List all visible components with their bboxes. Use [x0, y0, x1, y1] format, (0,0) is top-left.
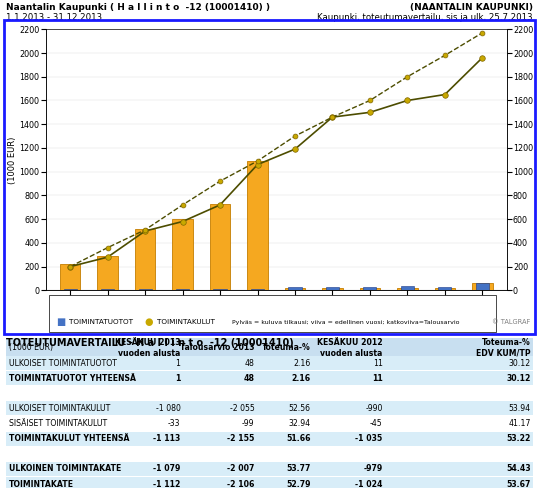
Text: Toteuma-%
EDV KUM/TP: Toteuma-% EDV KUM/TP [476, 338, 531, 358]
Bar [139, 288, 151, 290]
Bar [288, 287, 301, 290]
Text: ULKOISET TOIMINTATUOTOT: ULKOISET TOIMINTATUOTOT [9, 359, 116, 367]
Text: 30.12: 30.12 [509, 359, 531, 367]
Text: Toteuma-%: Toteuma-% [262, 344, 310, 352]
Text: 1.1.2013 - 31.12.2013: 1.1.2013 - 31.12.2013 [6, 13, 102, 21]
Text: 11: 11 [372, 374, 383, 383]
Text: -2 106: -2 106 [227, 480, 254, 488]
Text: -99: -99 [242, 419, 254, 428]
Bar [135, 229, 155, 290]
Text: 54.43: 54.43 [506, 465, 531, 473]
Text: -990: -990 [365, 404, 383, 413]
Bar [247, 161, 268, 290]
Text: KESÄKUU 2013
vuoden alusta: KESÄKUU 2013 vuoden alusta [115, 338, 181, 358]
Bar [401, 286, 414, 290]
Bar [210, 203, 230, 290]
Text: TOIMINTATUOTOT: TOIMINTATUOTOT [69, 319, 133, 325]
Text: -2 055: -2 055 [230, 404, 254, 413]
Bar [472, 283, 493, 290]
Text: SISÄISET TOIMINTAKULUT: SISÄISET TOIMINTAKULUT [9, 419, 107, 428]
Bar [322, 288, 343, 290]
Bar [101, 288, 114, 290]
Text: TOIMINTAKATE: TOIMINTAKATE [9, 480, 74, 488]
Bar [172, 219, 193, 290]
Text: 52.56: 52.56 [288, 404, 310, 413]
Bar [60, 264, 80, 290]
Text: TOIMINTAKULUT: TOIMINTAKULUT [157, 319, 215, 325]
Text: Naantalin Kaupunki ( H a l l i n t o  -12 (10001410) ): Naantalin Kaupunki ( H a l l i n t o -12… [6, 3, 271, 12]
Text: 48: 48 [245, 359, 254, 367]
Text: KESÄKUU 2012
vuoden alusta: KESÄKUU 2012 vuoden alusta [317, 338, 383, 358]
Text: 2.16: 2.16 [293, 359, 310, 367]
Text: 53.77: 53.77 [286, 465, 310, 473]
Text: ■: ■ [57, 317, 66, 327]
Text: -1 024: -1 024 [355, 480, 383, 488]
Text: Kaupunki, toteutumavertailu, sis ja ulk, 25.7.2013: Kaupunki, toteutumavertailu, sis ja ulk,… [317, 13, 533, 21]
Bar [285, 288, 305, 290]
Text: TOIMINTAKULUT YHTEENSÄ: TOIMINTAKULUT YHTEENSÄ [9, 434, 129, 443]
Bar [213, 288, 226, 290]
Text: 11: 11 [372, 359, 383, 367]
Bar [363, 287, 376, 290]
Bar [64, 288, 77, 290]
Text: 30.12: 30.12 [507, 374, 531, 383]
Text: -2 155: -2 155 [227, 434, 254, 443]
Text: (NAANTALIN KAUPUNKI): (NAANTALIN KAUPUNKI) [410, 3, 533, 12]
Text: -979: -979 [363, 465, 383, 473]
Text: 48: 48 [244, 374, 254, 383]
Bar [397, 288, 418, 290]
Bar [326, 287, 339, 290]
Text: -1 112: -1 112 [153, 480, 181, 488]
Y-axis label: (1000 EUR): (1000 EUR) [8, 136, 17, 183]
Text: 1: 1 [175, 374, 181, 383]
Text: -1 080: -1 080 [156, 404, 181, 413]
Text: 41.17: 41.17 [508, 419, 531, 428]
Text: ULKOISET TOIMINTAKULUT: ULKOISET TOIMINTAKULUT [9, 404, 110, 413]
Text: -1 035: -1 035 [355, 434, 383, 443]
Text: -33: -33 [168, 419, 181, 428]
Text: -2 007: -2 007 [227, 465, 254, 473]
Text: ●: ● [144, 317, 153, 327]
Text: 2.16: 2.16 [292, 374, 310, 383]
Bar [360, 288, 380, 290]
Text: 53.67: 53.67 [507, 480, 531, 488]
Text: -1 079: -1 079 [153, 465, 181, 473]
Text: (1000 EUR): (1000 EUR) [9, 344, 53, 352]
Text: 32.94: 32.94 [288, 419, 310, 428]
Bar [438, 287, 451, 290]
Text: 1: 1 [176, 359, 181, 367]
Text: ULKOINEN TOIMINTAKATE: ULKOINEN TOIMINTAKATE [9, 465, 121, 473]
Text: -1 113: -1 113 [153, 434, 181, 443]
Bar [98, 256, 118, 290]
Text: Pylväs = kuluva tilkausi; viiva = edellinen vuosi; katkoviiva=Talousarvio: Pylväs = kuluva tilkausi; viiva = edelli… [232, 320, 459, 325]
Text: TOIMINTATUOTOT YHTEENSÄ: TOIMINTATUOTOT YHTEENSÄ [9, 374, 136, 383]
Bar [476, 283, 489, 290]
Text: 53.22: 53.22 [507, 434, 531, 443]
Text: TOTEUTUMAVERTAILU - H a l l i n t o  -12 (10001410): TOTEUTUMAVERTAILU - H a l l i n t o -12 … [6, 338, 294, 347]
Bar [176, 288, 189, 290]
Text: 51.66: 51.66 [286, 434, 310, 443]
Bar [251, 288, 264, 290]
Bar [434, 288, 455, 290]
Text: Talousarvio 2013: Talousarvio 2013 [180, 344, 254, 352]
Text: -45: -45 [370, 419, 383, 428]
Text: © TALGRAF: © TALGRAF [492, 319, 530, 325]
Text: 52.79: 52.79 [286, 480, 310, 488]
Text: 53.94: 53.94 [509, 404, 531, 413]
